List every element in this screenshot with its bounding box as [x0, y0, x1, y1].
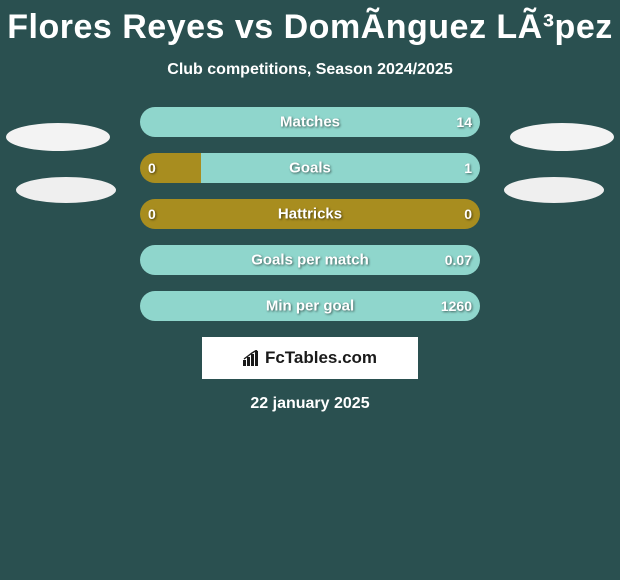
- date-label: 22 january 2025: [0, 395, 620, 413]
- stat-row: Matches 14: [0, 107, 620, 137]
- stat-row: Hattricks 0 0: [0, 199, 620, 229]
- stat-bar: Matches 14: [140, 107, 480, 137]
- stat-label: Goals: [289, 160, 331, 177]
- stat-label: Matches: [280, 114, 340, 131]
- stat-bar: Min per goal 1260: [140, 291, 480, 321]
- logo: FcTables.com: [243, 348, 377, 368]
- stat-label: Goals per match: [251, 252, 369, 269]
- stat-value-right: 1260: [441, 298, 472, 314]
- stat-value-left: 0: [148, 206, 156, 222]
- stat-bar: Goals 0 1: [140, 153, 480, 183]
- stat-bar-right: [201, 153, 480, 183]
- stat-value-left: 0: [148, 160, 156, 176]
- logo-box: FcTables.com: [202, 337, 418, 379]
- stat-label: Min per goal: [266, 298, 354, 315]
- page-title: Flores Reyes vs DomÃ­nguez LÃ³pez: [0, 0, 620, 47]
- stat-label: Hattricks: [278, 206, 342, 223]
- stat-value-right: 1: [464, 160, 472, 176]
- subtitle: Club competitions, Season 2024/2025: [0, 61, 620, 79]
- stats-container: Matches 14 Goals 0 1 Hattricks 0 0 Goals per mat…: [0, 107, 620, 321]
- stat-row: Goals per match 0.07: [0, 245, 620, 275]
- logo-text: FcTables.com: [265, 348, 377, 368]
- stat-value-right: 14: [456, 114, 472, 130]
- stat-value-right: 0.07: [445, 252, 472, 268]
- stat-row: Goals 0 1: [0, 153, 620, 183]
- stat-bar: Goals per match 0.07: [140, 245, 480, 275]
- stat-row: Min per goal 1260: [0, 291, 620, 321]
- stat-bar: Hattricks 0 0: [140, 199, 480, 229]
- stat-value-right: 0: [464, 206, 472, 222]
- bar-chart-icon: [243, 350, 261, 366]
